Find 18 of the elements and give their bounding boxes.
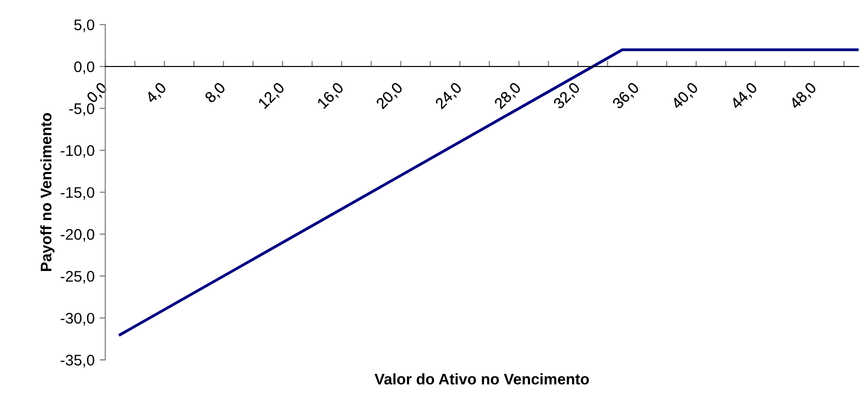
y-tick-label: -25,0 [60, 270, 94, 284]
x-tick-label: 8,0 [204, 82, 228, 105]
x-tick-label: 4,0 [144, 82, 168, 105]
y-tick-label: -20,0 [60, 229, 94, 242]
y-tick-label: -5,0 [69, 103, 94, 116]
y-axis-title: Payoff no Vencimento [40, 113, 54, 272]
x-tick-label: 36,0 [612, 82, 641, 111]
y-tick-label: 5,0 [74, 19, 94, 32]
x-tick-label: 40,0 [670, 82, 700, 111]
x-tick-label: 44,0 [730, 82, 760, 111]
x-tick-label: 48,0 [788, 82, 818, 111]
y-tick-label: -35,0 [60, 354, 94, 368]
y-tick-label: 0,0 [74, 61, 94, 74]
x-tick-label: 32,0 [552, 82, 582, 111]
y-tick-label: -10,0 [60, 145, 94, 158]
y-tick-label: -30,0 [60, 312, 94, 326]
x-axis-title: Valor do Ativo no Vencimento [374, 373, 589, 385]
y-tick-label: -15,0 [60, 187, 94, 200]
